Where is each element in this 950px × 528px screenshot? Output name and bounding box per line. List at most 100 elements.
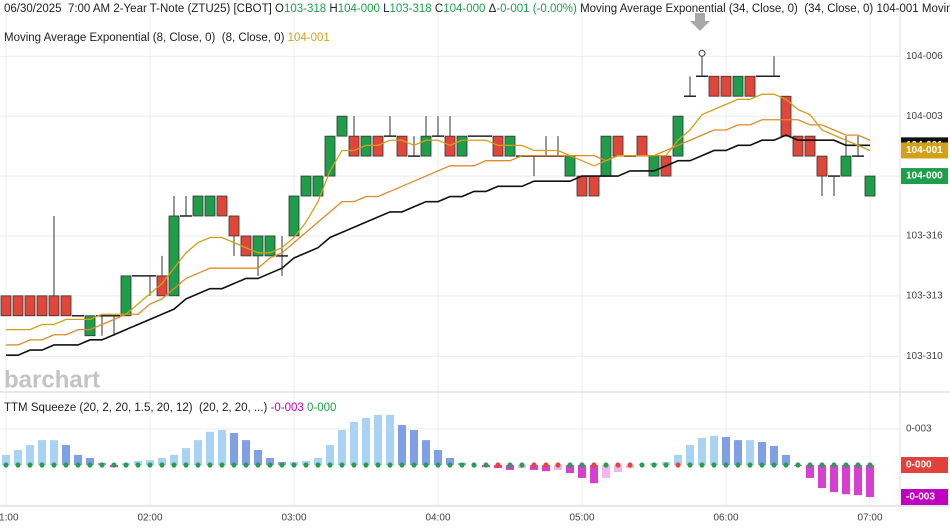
histogram-bar — [314, 457, 322, 466]
squeeze-dot — [591, 462, 597, 468]
candle-body — [612, 135, 624, 157]
histogram-bar — [818, 465, 826, 489]
histogram-bar — [254, 449, 262, 466]
squeeze-dot — [123, 462, 129, 468]
squeeze-dot — [279, 462, 285, 468]
candle-body — [600, 135, 612, 177]
header-item: Moving Average Exponential (21, Close, 0… — [919, 3, 950, 15]
header-item: 103-318 — [390, 3, 432, 15]
squeeze-dot — [351, 462, 357, 468]
histogram-bar — [14, 449, 22, 466]
header: TTM Squeeze (20, 2, 20, 1.5, 20, 12) (20… — [4, 402, 336, 414]
histogram-bar — [566, 465, 574, 474]
x-tick-label: 07:00 — [857, 513, 882, 524]
squeeze-dot — [795, 462, 801, 468]
histogram-bar — [614, 465, 622, 473]
squeeze-dot — [255, 462, 261, 468]
histogram-bar — [770, 445, 778, 466]
last-price-label-bg — [901, 168, 948, 185]
candle-body — [648, 155, 660, 177]
header-item: C — [432, 3, 444, 15]
candle-body — [792, 135, 804, 157]
squeeze-dot — [207, 462, 213, 468]
candle-body — [744, 75, 756, 97]
histogram-bar — [542, 465, 550, 472]
candle-body — [816, 155, 828, 177]
histogram-bar — [698, 437, 706, 466]
squeeze-dot — [87, 462, 93, 468]
histogram-bar — [86, 457, 94, 466]
squeeze-dot — [711, 462, 717, 468]
labels: 06/30/2025 7:00 AM 2-Year T-Note (ZTU25)… — [0, 3, 950, 524]
squeeze-dot — [687, 462, 693, 468]
x-tick-label: 01:00 — [0, 513, 19, 524]
header-item: Δ — [485, 3, 496, 15]
x-tick-label: 03:00 — [281, 513, 306, 524]
squeeze-dot — [303, 462, 309, 468]
ema-last-label: 104-001 — [906, 145, 943, 156]
candle-body — [672, 115, 684, 157]
histogram-bar — [590, 465, 598, 484]
squeeze-dot — [855, 462, 861, 468]
candle-body — [636, 135, 648, 157]
plot — [0, 49, 876, 498]
x-tick-label: 04:00 — [425, 513, 450, 524]
squeeze-dot — [519, 462, 525, 468]
squeeze-dot — [231, 462, 237, 468]
squeeze-dot — [99, 462, 105, 468]
squeeze-dot — [555, 462, 561, 468]
signal-arrow — [690, 13, 710, 31]
candle-body — [120, 275, 132, 317]
histogram-bar — [854, 465, 862, 496]
squeeze-dot — [543, 462, 549, 468]
squeeze-dot — [39, 462, 45, 468]
squeeze-dot — [663, 462, 669, 468]
histogram-bar — [362, 417, 370, 466]
histogram-bar — [194, 440, 202, 466]
candle-body — [732, 75, 744, 97]
histogram-bar — [50, 440, 58, 466]
squeeze-dot — [147, 462, 153, 468]
histogram-bar — [374, 414, 382, 466]
squeeze-dot — [111, 462, 117, 468]
candle-body — [216, 195, 228, 217]
histogram-bar — [62, 445, 70, 466]
header-item: H — [326, 3, 338, 15]
candle-body — [840, 155, 852, 177]
histogram-bar — [866, 465, 874, 498]
squeeze-dot — [507, 462, 513, 468]
y-tick-label: 104-003 — [906, 111, 943, 122]
squeeze-dot — [735, 462, 741, 468]
zero-label-bg — [901, 457, 948, 474]
squeeze-dot — [603, 462, 609, 468]
header-item: 104-001 — [876, 3, 918, 15]
histogram-bar — [266, 457, 274, 466]
squeeze-dot — [63, 462, 69, 468]
candle-body — [720, 75, 732, 97]
squeeze-dot — [195, 462, 201, 468]
histogram-bar — [26, 445, 34, 466]
candle-body — [228, 215, 240, 237]
histogram-bar — [206, 431, 214, 466]
histogram-bar — [398, 425, 406, 466]
high-marker — [698, 49, 706, 57]
candle-body — [348, 135, 360, 157]
ema-line — [6, 119, 871, 346]
histogram-bar — [218, 429, 226, 466]
histogram-bar — [758, 441, 766, 466]
squeeze-dot — [819, 462, 825, 468]
header-item: Moving Average Exponential (8, Close, 0)… — [4, 32, 288, 44]
squeeze-dot — [675, 462, 681, 468]
y-tick-label: 104-006 — [906, 51, 943, 62]
histogram-bar — [338, 429, 346, 466]
header-item: 104-000 — [443, 3, 485, 15]
indicator-last-label: -0-003 — [906, 492, 935, 503]
zero-label: 0-000 — [906, 460, 932, 471]
last-price-label: 104-000 — [906, 171, 943, 182]
histogram-bar — [710, 435, 718, 466]
candle-body — [420, 135, 432, 157]
squeeze-dot — [339, 462, 345, 468]
histogram-bar — [734, 440, 742, 466]
candle-body — [324, 135, 336, 177]
